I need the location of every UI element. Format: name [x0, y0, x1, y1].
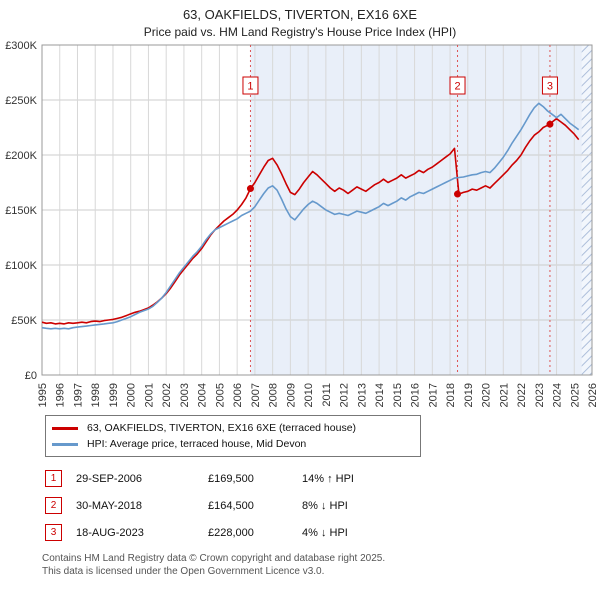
x-axis-label: 2022 [516, 383, 528, 407]
transaction-row: 1 29-SEP-2006 £169,500 14% ↑ HPI [45, 465, 600, 492]
transaction-date: 30-MAY-2018 [76, 499, 143, 512]
transaction-date: 29-SEP-2006 [76, 472, 143, 485]
x-axis-label: 1998 [90, 383, 102, 407]
transaction-row: 3 18-AUG-2023 £228,000 4% ↓ HPI [45, 519, 600, 546]
x-axis-label: 2009 [285, 383, 297, 407]
transaction-hpi-delta: 4% ↓ HPI [302, 526, 348, 539]
x-axis-label: 2021 [498, 383, 510, 407]
x-axis-label: 1999 [108, 383, 120, 407]
sale-marker-box [449, 76, 466, 95]
x-axis-label: 2002 [161, 383, 173, 407]
transaction-number-badge: 1 [45, 470, 62, 487]
footer-copyright: Contains HM Land Registry data © Crown c… [42, 553, 386, 564]
sale-marker-box [242, 76, 259, 95]
x-axis-label: 2005 [214, 383, 226, 407]
transaction-price: £169,500 [208, 472, 254, 485]
x-axis-label: 2012 [339, 383, 351, 407]
sale-marker-number: 1 [247, 81, 253, 93]
page-title: 63, OAKFIELDS, TIVERTON, EX16 6XE [182, 7, 418, 22]
transaction-number-badge: 3 [45, 524, 62, 541]
sale-point [246, 185, 254, 193]
transaction-price: £228,000 [208, 526, 254, 539]
x-axis-label: 2007 [250, 383, 262, 407]
hpi-line [41, 102, 580, 330]
legend-swatch [52, 442, 78, 446]
y-axis-label: £250K [5, 95, 37, 107]
transaction-row: 2 30-MAY-2018 £164,500 8% ↓ HPI [45, 492, 600, 519]
x-axis-label: 2026 [587, 383, 599, 407]
x-axis-label: 1995 [37, 383, 49, 407]
y-axis-label: £0 [25, 370, 37, 382]
x-axis-label: 2004 [197, 383, 209, 407]
x-axis-label: 2008 [268, 383, 280, 407]
y-axis-label: £100K [5, 260, 37, 272]
sale-marker-number: 2 [454, 81, 460, 93]
chart-header: 63, OAKFIELDS, TIVERTON, EX16 6XE Price … [0, 0, 600, 39]
x-axis-label: 2014 [374, 383, 386, 407]
legend-label: HPI: Average price, terraced house, Mid … [87, 438, 307, 450]
x-axis-label: 2006 [232, 383, 244, 407]
x-axis-label: 2010 [303, 383, 315, 407]
y-axis-label: £200K [5, 150, 37, 162]
sale-point [546, 120, 554, 128]
transaction-hpi-delta: 8% ↓ HPI [302, 499, 348, 512]
transaction-hpi-delta: 14% ↑ HPI [302, 472, 354, 485]
x-axis-label: 2020 [481, 383, 493, 407]
x-axis-label: 2015 [392, 383, 404, 407]
x-axis-label: 2016 [410, 383, 422, 407]
x-axis-label: 2000 [126, 383, 138, 407]
legend-item: HPI: Average price, terraced house, Mid … [52, 436, 414, 452]
sale-marker-box [541, 76, 558, 95]
x-axis-label: 2013 [356, 383, 368, 407]
sale-point [454, 190, 462, 198]
x-axis-label: 2003 [179, 383, 191, 407]
sale-marker-number: 3 [547, 81, 553, 93]
x-axis-label: 2024 [552, 383, 564, 407]
legend-swatch [52, 426, 78, 430]
x-axis-label: 1997 [72, 383, 84, 407]
x-axis-label: 2025 [569, 383, 581, 407]
y-axis-label: £300K [5, 40, 37, 52]
transaction-list: 1 29-SEP-2006 £169,500 14% ↑ HPI 2 30-MAY-201… [45, 465, 600, 546]
transaction-date: 18-AUG-2023 [76, 526, 144, 539]
plot-border [41, 44, 593, 376]
x-axis-label: 2018 [445, 383, 457, 407]
transaction-price: £164,500 [208, 499, 254, 512]
x-axis-label: 2001 [143, 383, 155, 407]
legend-label: 63, OAKFIELDS, TIVERTON, EX16 6XE (terra… [87, 422, 357, 434]
x-axis-label: 2011 [321, 383, 333, 407]
y-axis-label: £50K [11, 315, 37, 327]
x-axis-label: 2019 [463, 383, 475, 407]
y-axis-label: £150K [5, 205, 37, 217]
x-axis-label: 2017 [427, 383, 439, 407]
footer-licence: This data is licensed under the Open Gov… [42, 565, 325, 577]
legend-item: 63, OAKFIELDS, TIVERTON, EX16 6XE (terra… [52, 420, 414, 436]
price-history-chart: £0 £50K £100K £150K £200K £250K £300K 1995 1996 1… [5, 40, 599, 407]
x-axis-label: 2023 [534, 383, 546, 407]
x-axis-label: 1996 [55, 383, 67, 407]
transaction-number-badge: 2 [45, 497, 62, 514]
price-paid-line [41, 117, 580, 325]
chart-legend: 63, OAKFIELDS, TIVERTON, EX16 6XE (terra… [45, 415, 421, 457]
page-subtitle: Price paid vs. HM Land Registry's House … [143, 25, 457, 39]
footer: Contains HM Land Registry data © Crown c… [42, 553, 600, 578]
